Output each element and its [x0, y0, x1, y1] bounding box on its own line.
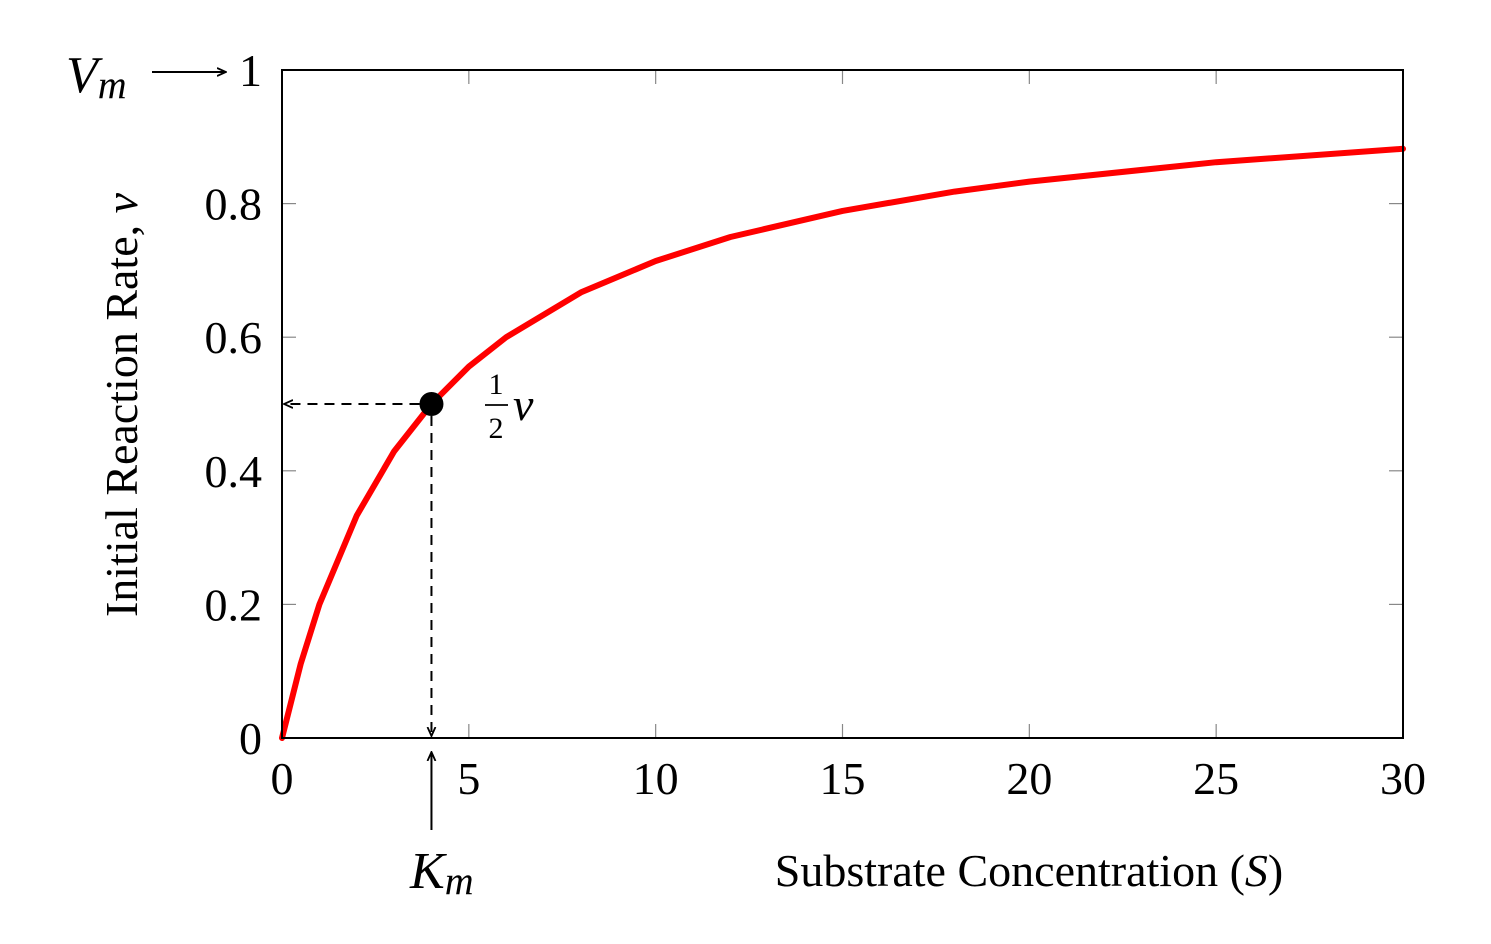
- y-tick-label: 0.6: [205, 312, 263, 363]
- x-axis-title-variable: S: [1245, 845, 1268, 896]
- half-v-label: 1 2 v: [485, 368, 534, 445]
- y-tick-labels: 0 0.2 0.4 0.6 0.8 1: [205, 45, 263, 764]
- x-axis-title-close: ): [1268, 845, 1283, 896]
- x-tick-label: 30: [1380, 753, 1426, 804]
- x-tick-labels: 0 5 10 15 20 25 30: [271, 753, 1427, 804]
- y-tick-label: 0.8: [205, 179, 263, 230]
- y-axis-title-text: Initial Reaction Rate,: [96, 213, 147, 617]
- y-axis-title-variable: v: [96, 192, 147, 213]
- axis-ticks: [281, 69, 1404, 739]
- y-axis-title: Initial Reaction Rate, v: [96, 192, 147, 617]
- curve-layer: [279, 145, 1406, 741]
- x-axis-title: Substrate Concentration (S): [775, 845, 1283, 896]
- plot-frame: [281, 69, 1404, 739]
- x-tick-label: 10: [633, 753, 679, 804]
- half-v-numerator: 1: [489, 368, 504, 401]
- vm-label-sub: m: [98, 62, 127, 107]
- vm-label-main: V: [66, 47, 103, 104]
- km-label-sub: m: [445, 858, 474, 903]
- km-label-main: K: [409, 843, 447, 900]
- x-tick-label: 20: [1006, 753, 1052, 804]
- x-tick-label: 5: [457, 753, 480, 804]
- vm-label: Vm: [66, 47, 127, 107]
- half-v-variable: v: [513, 379, 534, 430]
- half-v-marker-point: [419, 392, 444, 416]
- x-tick-label: 15: [820, 753, 866, 804]
- km-label: Km: [409, 843, 474, 903]
- guide-lines: [284, 392, 444, 830]
- x-axis-title-text: Substrate Concentration (: [775, 845, 1245, 896]
- x-tick-label: 0: [271, 753, 294, 804]
- y-tick-label: 0: [239, 713, 262, 764]
- y-tick-label: 0.2: [205, 579, 263, 630]
- y-tick-label: 0.4: [205, 446, 263, 497]
- half-v-denominator: 2: [489, 412, 504, 445]
- curve-line: [279, 145, 1406, 741]
- x-tick-label: 25: [1193, 753, 1239, 804]
- y-tick-label: 1: [239, 45, 262, 96]
